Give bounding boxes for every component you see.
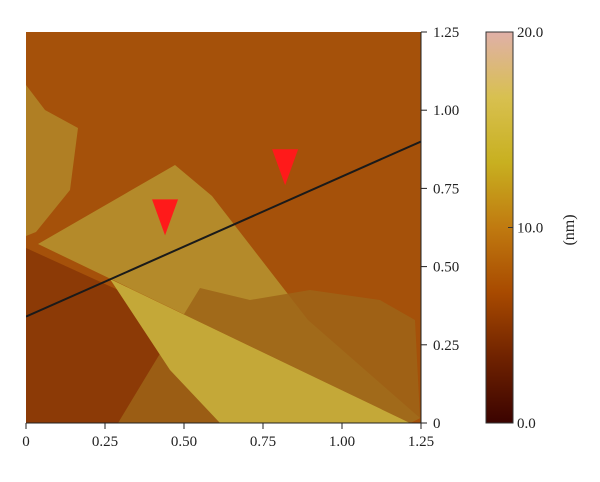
colorbar: 0.0 10.0 20.0 (nm) bbox=[485, 25, 578, 432]
colorbar-tick-label: 0.0 bbox=[517, 416, 536, 432]
colorbar-label: (nm) bbox=[561, 214, 578, 245]
x-tick-label: 0 bbox=[22, 434, 30, 450]
x-tick-label: 0.25 bbox=[92, 434, 118, 450]
y-tick-label: 0.25 bbox=[433, 338, 459, 354]
x-tick-label: 1.00 bbox=[329, 434, 355, 450]
y-tick-label: 0.75 bbox=[433, 181, 459, 197]
colorbar-ticks: 0.0 10.0 20.0 bbox=[508, 25, 543, 432]
x-ticks: 0 0.25 0.50 0.75 1.00 1.25 bbox=[22, 423, 434, 450]
flake-bright-strip bbox=[110, 279, 410, 423]
colorbar-tick-label: 10.0 bbox=[517, 221, 543, 237]
profile-markers bbox=[152, 149, 299, 236]
x-tick-label: 0.75 bbox=[250, 434, 276, 450]
profile-line bbox=[26, 140, 421, 318]
y-tick-label: 0.50 bbox=[433, 260, 459, 276]
y-tick-label: 1.25 bbox=[433, 25, 459, 41]
afm-image bbox=[26, 32, 421, 423]
x-tick-label: 1.25 bbox=[408, 434, 434, 450]
y-ticks: 0 0.25 0.50 0.75 1.00 1.25 bbox=[421, 25, 459, 432]
x-tick-label: 0.50 bbox=[171, 434, 197, 450]
marker-2 bbox=[272, 149, 299, 186]
y-tick-label: 1.00 bbox=[433, 103, 459, 119]
flake-left bbox=[26, 85, 78, 236]
colorbar-tick-label: 20.0 bbox=[517, 25, 543, 41]
marker-1 bbox=[152, 199, 179, 236]
y-tick-label: 0 bbox=[433, 416, 441, 432]
axes: 0 0.25 0.50 0.75 1.00 1.25 0 0.25 0.50 0.75 1.00 1… bbox=[22, 25, 459, 450]
